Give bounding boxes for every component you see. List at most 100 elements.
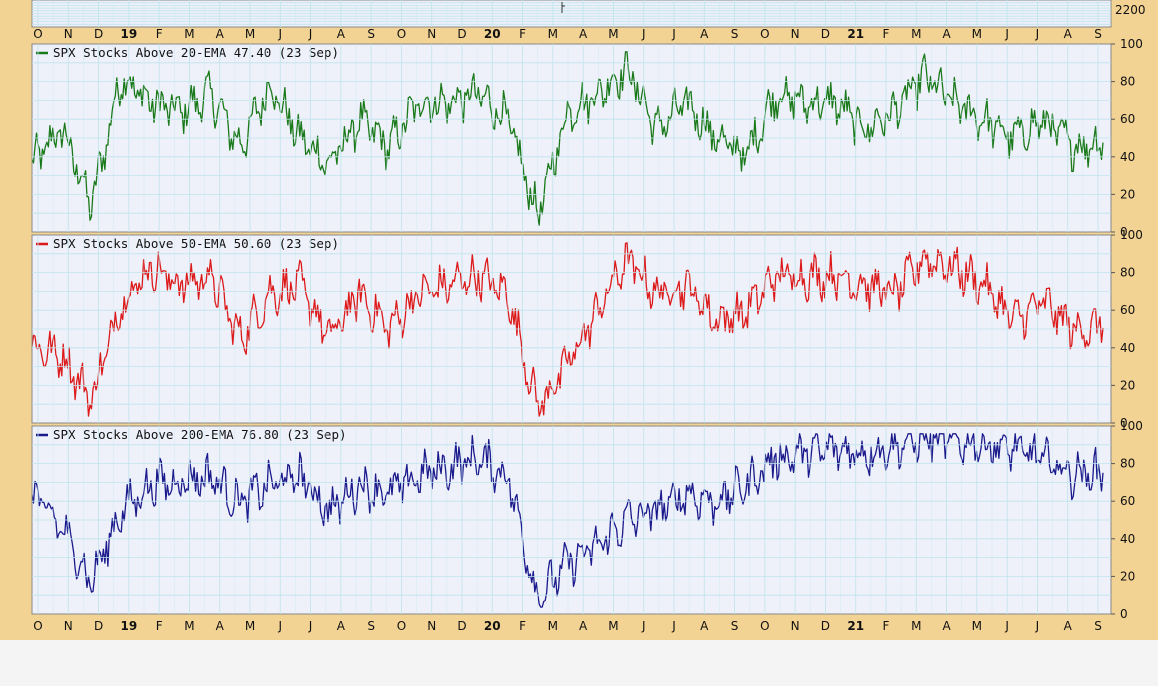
x-tick-label: A xyxy=(216,27,225,41)
x-tick-label: N xyxy=(427,27,436,41)
chart-frame: 2200 O N D 19 F M A M J J A S O N D 20 F M A M J J A S O N D 21 F M A M J… xyxy=(0,0,1158,640)
x-tick-label: 19 xyxy=(121,27,138,41)
x-tick-label: M xyxy=(911,27,921,41)
x-tick-label: N xyxy=(791,27,800,41)
x-tick-label: F xyxy=(156,27,163,41)
x-tick-label: 21 xyxy=(847,27,864,41)
series-line xyxy=(31,433,1104,608)
x-tick-label: S xyxy=(367,619,375,633)
x-tick-label: D xyxy=(821,619,830,633)
y-tick-label: 0 xyxy=(1120,416,1128,430)
x-tick-label: J xyxy=(308,619,313,633)
y-tick-label: 20 xyxy=(1120,569,1135,583)
x-tick-label: A xyxy=(942,27,951,41)
y-tick-label: 80 xyxy=(1120,75,1135,89)
x-tick-label: M xyxy=(245,619,255,633)
x-tick-label: A xyxy=(216,619,225,633)
y-tick-label: 60 xyxy=(1120,494,1135,508)
x-tick-label: M xyxy=(548,619,558,633)
x-tick-label: S xyxy=(367,27,375,41)
x-tick-label: F xyxy=(883,27,890,41)
x-tick-label: F xyxy=(519,27,526,41)
y-axis-1: 0 20 40 60 80 100 xyxy=(1111,37,1143,239)
x-tick-label: M xyxy=(548,27,558,41)
legend-label: SPX Stocks Above 20-EMA 47.40 (23 Sep) xyxy=(53,45,339,60)
y-tick-label: 0 xyxy=(1120,225,1128,239)
x-tick-label: 20 xyxy=(484,27,501,41)
y-tick-label: 20 xyxy=(1120,378,1135,392)
y-tick-label: 100 xyxy=(1120,419,1143,433)
y-tick-label: 40 xyxy=(1120,341,1135,355)
x-tick-label: 20 xyxy=(484,619,501,633)
x-tick-label: N xyxy=(64,619,73,633)
x-tick-label: F xyxy=(883,619,890,633)
x-tick-label: A xyxy=(1064,619,1073,633)
grid-lines xyxy=(32,426,1111,614)
y-tick-label: 40 xyxy=(1120,150,1135,164)
x-tick-label: M xyxy=(911,619,921,633)
x-tick-label: J xyxy=(308,27,313,41)
x-tick-label: A xyxy=(337,619,346,633)
x-tick-label: M xyxy=(972,27,982,41)
grid-lines xyxy=(32,235,1111,423)
x-tick-label: J xyxy=(641,27,646,41)
x-tick-label: N xyxy=(64,27,73,41)
grid-lines xyxy=(32,0,1111,27)
y-tick-label: 80 xyxy=(1120,266,1135,280)
x-tick-label: A xyxy=(942,619,951,633)
x-tick-label: M xyxy=(184,619,194,633)
x-tick-label: D xyxy=(457,27,466,41)
y-tick-label: 80 xyxy=(1120,457,1135,471)
x-tick-label: M xyxy=(608,27,618,41)
x-tick-label: O xyxy=(397,27,406,41)
x-tick-label: A xyxy=(700,619,709,633)
grid-lines xyxy=(32,44,1111,232)
x-tick-label: N xyxy=(427,619,436,633)
x-tick-label: A xyxy=(579,619,588,633)
x-tick-label: O xyxy=(33,619,42,633)
legend-label: SPX Stocks Above 200-EMA 76.80 (23 Sep) xyxy=(53,427,347,442)
legend-label: SPX Stocks Above 50-EMA 50.60 (23 Sep) xyxy=(53,236,339,251)
y-tick-label: 60 xyxy=(1120,303,1135,317)
x-tick-label: M xyxy=(245,27,255,41)
x-tick-label: D xyxy=(94,619,103,633)
x-tick-label: S xyxy=(731,27,739,41)
x-axis-bottom: O N D 19 F M A M J J A S O N D 20 F M A M J J A S O N D 21 F M A M J J A S xyxy=(33,619,1102,633)
x-tick-label: O xyxy=(760,27,769,41)
x-tick-label: M xyxy=(608,619,618,633)
x-tick-label: O xyxy=(397,619,406,633)
x-tick-label: N xyxy=(791,619,800,633)
x-tick-label: D xyxy=(821,27,830,41)
x-tick-label: J xyxy=(641,619,646,633)
y-tick-label: 60 xyxy=(1120,112,1135,126)
x-tick-label: A xyxy=(579,27,588,41)
x-tick-label: A xyxy=(700,27,709,41)
x-tick-label: M xyxy=(184,27,194,41)
y-axis-2: 0 20 40 60 80 100 xyxy=(1111,228,1143,430)
y-tick-label: 40 xyxy=(1120,532,1135,546)
x-tick-label: A xyxy=(337,27,346,41)
x-tick-label: A xyxy=(1064,27,1073,41)
y-tick-label: 0 xyxy=(1120,607,1128,621)
x-tick-label: J xyxy=(671,619,676,633)
x-tick-label: M xyxy=(972,619,982,633)
x-tick-label: F xyxy=(519,619,526,633)
price-tick-label: 2200 xyxy=(1115,3,1146,17)
x-tick-label: J xyxy=(1035,619,1040,633)
x-tick-label: J xyxy=(1035,27,1040,41)
x-tick-label: S xyxy=(1094,27,1102,41)
x-tick-label: D xyxy=(457,619,466,633)
series-line xyxy=(31,242,1104,417)
y-tick-label: 100 xyxy=(1120,228,1143,242)
x-tick-label: 19 xyxy=(121,619,138,633)
y-tick-label: 20 xyxy=(1120,187,1135,201)
x-tick-label: S xyxy=(731,619,739,633)
x-tick-label: J xyxy=(671,27,676,41)
y-axis-3: 0 20 40 60 80 100 xyxy=(1111,419,1143,621)
x-tick-label: J xyxy=(278,619,283,633)
x-tick-label: J xyxy=(278,27,283,41)
x-tick-label: O xyxy=(33,27,42,41)
y-tick-label: 100 xyxy=(1120,37,1143,51)
x-tick-label: D xyxy=(94,27,103,41)
x-tick-label: J xyxy=(1004,27,1009,41)
